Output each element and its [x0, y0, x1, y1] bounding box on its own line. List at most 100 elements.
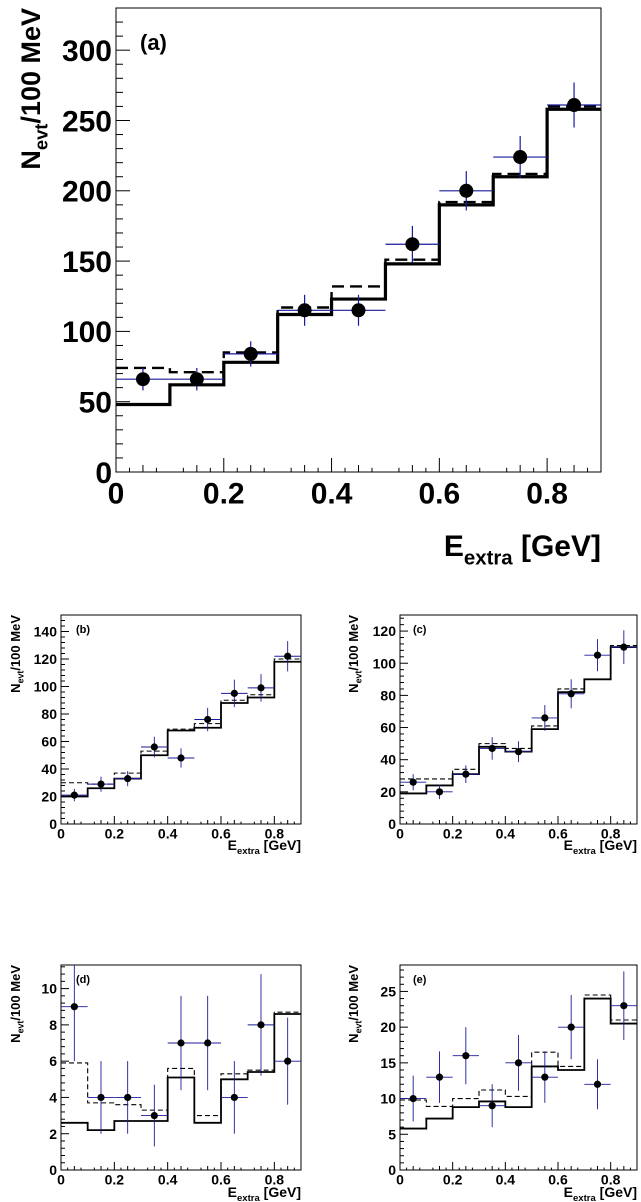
- y-axis-label-sub: evt: [16, 671, 26, 684]
- x-tick-label: 0: [396, 1172, 404, 1188]
- histogram-solid-line: [61, 660, 301, 798]
- data-point: [514, 1059, 523, 1067]
- y-tick-label: 0: [49, 1162, 57, 1178]
- chart-panel-e: 0 5 10 15 20 25 0 0.2 0.4 0.6 0.8 (e) Eextra [GeV] Ne…: [346, 964, 638, 1202]
- plot-frame: [115, 7, 602, 473]
- y-axis-label-unit: /100 MeV: [8, 965, 23, 1021]
- x-tick-label: 0.6: [211, 1172, 231, 1188]
- chart-panel-d: 0 2 4 6 8 10 0 0.2 0.4 0.6 0.8 (d) Eextra [GeV] Nevt/…: [8, 964, 302, 1202]
- y-axis-label-sub: evt: [16, 1021, 26, 1034]
- data-point: [620, 643, 628, 651]
- data-point: [150, 743, 158, 751]
- x-axis-label-unit: [GeV]: [260, 837, 301, 853]
- x-tick-label: 0.2: [443, 826, 463, 842]
- x-tick-label: 0.4: [158, 826, 178, 842]
- y-tick-label: 5: [388, 1126, 396, 1142]
- x-tick-label: 0.8: [601, 1172, 621, 1188]
- data-point: [177, 1039, 185, 1047]
- x-axis-label-main: E: [444, 530, 464, 563]
- y-tick-label: 25: [380, 983, 396, 999]
- x-tick-label: 0.6: [418, 478, 460, 511]
- y-tick-label: 15: [380, 1055, 396, 1071]
- data-point: [97, 1093, 105, 1102]
- y-tick-label: 80: [41, 706, 57, 722]
- x-axis-label-main: E: [228, 1184, 237, 1200]
- data-point: [405, 237, 420, 252]
- data-point: [70, 791, 78, 799]
- y-axis-label-unit: /100 MeV: [346, 965, 361, 1021]
- panel-label: (d): [76, 974, 90, 986]
- data-point: [488, 1102, 496, 1110]
- data-point: [488, 744, 496, 753]
- data-point: [189, 372, 204, 387]
- x-axis-label-unit: [GeV]: [596, 1184, 637, 1200]
- data-point: [97, 780, 105, 788]
- x-tick-label: 0.6: [548, 826, 568, 842]
- histogram-solid-line: [61, 1013, 301, 1131]
- y-tick-label: 20: [380, 1019, 396, 1035]
- data-point: [124, 775, 132, 783]
- x-tick-label: 0.8: [265, 1172, 285, 1188]
- plot-frame: [60, 614, 302, 825]
- data-point: [409, 778, 417, 786]
- data-point: [567, 1023, 575, 1031]
- y-axis-label-main: N: [346, 683, 361, 692]
- y-tick-label: 250: [62, 105, 112, 138]
- x-axis-label-sub: extra: [464, 547, 513, 569]
- y-tick-label: 140: [34, 624, 58, 640]
- data-point: [435, 1073, 444, 1081]
- x-tick-label: 0.4: [311, 478, 353, 511]
- x-tick-label: 0.4: [158, 1172, 178, 1188]
- x-axis-label-unit: [GeV]: [260, 1184, 301, 1200]
- y-tick-label: 100: [34, 679, 58, 695]
- x-tick-label: 0.8: [526, 478, 568, 511]
- y-tick-label: 20: [380, 784, 396, 800]
- x-tick-label: 0.2: [105, 1172, 125, 1188]
- data-point: [567, 690, 575, 698]
- y-axis-label-unit: /100 MeV: [8, 615, 23, 671]
- y-tick-label: 80: [380, 687, 396, 703]
- x-tick-label: 0.6: [211, 826, 231, 842]
- y-axis-label-main: N: [16, 150, 46, 170]
- y-tick-label: 6: [49, 1053, 57, 1069]
- data-point: [459, 183, 474, 198]
- y-tick-label: 100: [373, 655, 397, 671]
- data-point: [257, 1021, 265, 1029]
- data-point: [177, 754, 185, 762]
- y-axis-label-main: N: [346, 1033, 361, 1042]
- data-point: [204, 715, 212, 724]
- y-tick-label: 120: [34, 651, 58, 667]
- data-point: [513, 150, 528, 165]
- y-axis-label-main: N: [8, 1033, 23, 1042]
- data-point: [620, 1002, 628, 1010]
- data-point: [462, 1052, 470, 1060]
- data-point: [257, 684, 265, 692]
- chart-panel-b: 0 20 40 60 80 100 120 140 0 0.2 0.4 0.6 0.8 (b) Eextra…: [8, 614, 302, 857]
- data-point: [435, 788, 444, 796]
- data-point: [541, 714, 549, 722]
- x-axis-label-unit: [GeV]: [513, 530, 601, 563]
- x-axis-label-main: E: [564, 837, 573, 853]
- data-point: [124, 1093, 132, 1102]
- y-axis-label: Nevt/100 MeV: [346, 965, 364, 1043]
- data-point: [230, 689, 238, 697]
- data-point: [593, 1080, 602, 1088]
- data-point: [150, 1111, 158, 1120]
- y-axis-label-main: N: [8, 683, 23, 692]
- panel-label: (a): [140, 30, 167, 55]
- histogram-dashed-line: [116, 105, 601, 374]
- x-tick-label: 0: [108, 478, 125, 511]
- data-point: [409, 1094, 417, 1103]
- y-tick-label: 40: [380, 752, 396, 768]
- x-tick-label: 0.8: [265, 826, 285, 842]
- y-tick-label: 200: [62, 176, 112, 209]
- data-point: [462, 770, 470, 778]
- y-tick-label: 120: [373, 623, 397, 639]
- y-tick-label: 4: [49, 1089, 57, 1105]
- x-tick-label: 0.4: [496, 1172, 516, 1188]
- data-point: [567, 98, 582, 113]
- data-point: [297, 303, 312, 318]
- y-tick-label: 50: [79, 386, 112, 419]
- y-tick-label: 20: [41, 789, 57, 805]
